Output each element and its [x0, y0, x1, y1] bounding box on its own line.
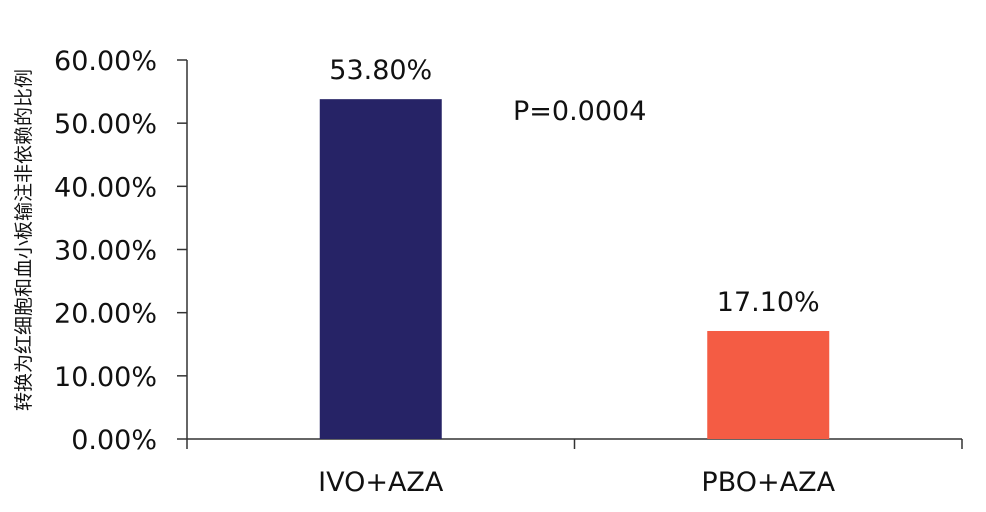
y-tick-label: 40.00% — [54, 172, 157, 203]
p-value-annotation: P=0.0004 — [513, 96, 646, 127]
y-axis: 0.00% 10.00% 20.00% 30.00% 40.00% 50.00% 60.00… — [54, 46, 188, 456]
y-tick-label: 10.00% — [54, 362, 157, 393]
x-axis: IVO+AZA PBO+AZA — [186, 438, 963, 498]
x-category-label: PBO+AZA — [701, 467, 835, 498]
bar — [319, 99, 442, 439]
y-axis-label: 转换为红细胞和血小板输注非依赖的比例 — [13, 69, 35, 411]
bar — [707, 330, 830, 439]
bar-value-label: 17.10% — [717, 287, 820, 318]
y-tick-label: 30.00% — [54, 236, 157, 267]
y-tick-label: 60.00% — [54, 46, 157, 77]
y-tick-label: 50.00% — [54, 109, 157, 140]
x-category-label: IVO+AZA — [318, 467, 444, 498]
data-labels: 53.80% 17.10% — [329, 55, 819, 318]
y-tick-label: 0.00% — [71, 425, 157, 456]
y-tick-label: 20.00% — [54, 299, 157, 330]
bars — [319, 99, 830, 439]
bar-value-label: 53.80% — [329, 55, 432, 86]
